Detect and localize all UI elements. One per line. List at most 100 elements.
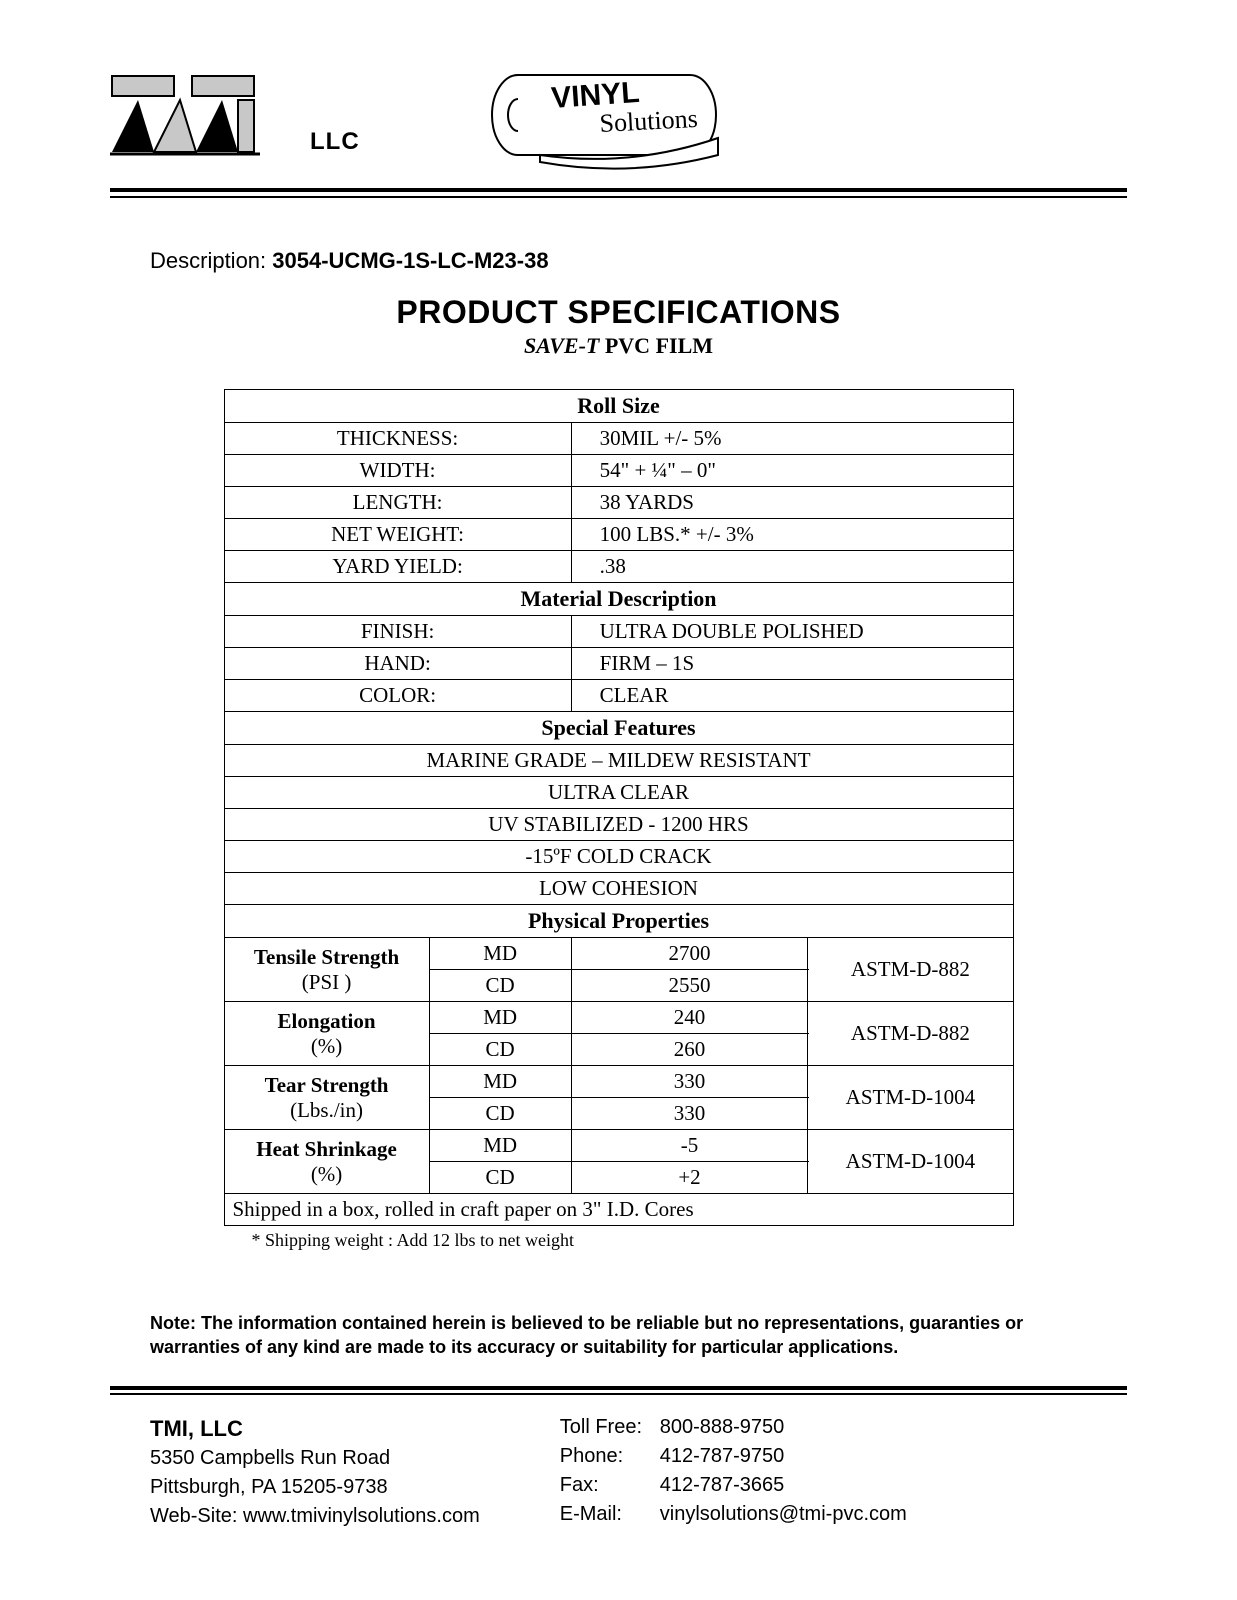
main-title: PRODUCT SPECIFICATIONS: [110, 294, 1127, 331]
section-physical-heading: Physical Properties: [224, 905, 1013, 938]
pp-elong-std: ASTM-D-882: [808, 1002, 1013, 1066]
mat-finish-value: ULTRA DOUBLE POLISHED: [571, 616, 1013, 648]
header-row: LLC VINYL Solutions: [110, 60, 1127, 170]
pp-heat-std: ASTM-D-1004: [808, 1130, 1013, 1194]
pp-elong-md-val: 240: [571, 1002, 808, 1034]
table-row: Tensile Strength (PSI ) MD 2700 ASTM-D-8…: [224, 938, 1013, 970]
table-row: NET WEIGHT: 100 LBS.* +/- 3%: [224, 519, 1013, 551]
table-row: LENGTH: 38 YARDS: [224, 487, 1013, 519]
page: LLC VINYL Solutions Description: 3054-UC…: [0, 0, 1237, 1600]
footer-address1: 5350 Campbells Run Road: [150, 1444, 480, 1473]
pp-heat-cd-val: +2: [571, 1162, 808, 1194]
mat-hand-label: HAND:: [224, 648, 571, 680]
roll-thickness-label: THICKNESS:: [224, 423, 571, 455]
pp-tear-name: Tear Strength: [233, 1073, 421, 1098]
shipping-footnote: * Shipping weight : Add 12 lbs to net we…: [224, 1230, 1014, 1251]
roll-netweight-value: 100 LBS.* +/- 3%: [571, 519, 1013, 551]
roll-yardyield-label: YARD YIELD:: [224, 551, 571, 583]
pp-elong-cd-dir: CD: [429, 1034, 571, 1066]
roll-width-label: WIDTH:: [224, 455, 571, 487]
section-material-heading: Material Description: [224, 583, 1013, 616]
pp-elong-unit: (%): [233, 1034, 421, 1059]
spec-table-wrap: Roll Size THICKNESS: 30MIL +/- 5% WIDTH:…: [224, 389, 1014, 1226]
table-row: Elongation (%) MD 240 ASTM-D-882: [224, 1002, 1013, 1034]
pp-tear-unit: (Lbs./in): [233, 1098, 421, 1123]
contact-fax: Fax: 412-787-3665: [560, 1471, 907, 1500]
mat-color-value: CLEAR: [571, 680, 1013, 712]
tmi-logo-icon: [110, 70, 300, 160]
contact-phone: Phone: 412-787-9750: [560, 1442, 907, 1471]
feature-4: LOW COHESION: [224, 873, 1013, 905]
pp-tensile-unit: (PSI ): [233, 970, 421, 995]
feature-3: -15ºF COLD CRACK: [224, 841, 1013, 873]
table-row: THICKNESS: 30MIL +/- 5%: [224, 423, 1013, 455]
pp-tear-md-dir: MD: [429, 1066, 571, 1098]
footer: TMI, LLC 5350 Campbells Run Road Pittsbu…: [110, 1413, 1127, 1532]
contact-phone-value: 412-787-9750: [660, 1442, 785, 1471]
contact-tollfree: Toll Free: 800-888-9750: [560, 1413, 907, 1442]
pp-elong-md-dir: MD: [429, 1002, 571, 1034]
pp-tensile-std: ASTM-D-882: [808, 938, 1013, 1002]
pp-tensile-md-dir: MD: [429, 938, 571, 970]
roll-netweight-label: NET WEIGHT:: [224, 519, 571, 551]
description-line: Description: 3054-UCMG-1S-LC-M23-38: [150, 248, 1127, 274]
section-roll-size-heading: Roll Size: [224, 390, 1013, 423]
contact-tollfree-label: Toll Free:: [560, 1413, 660, 1442]
pp-elong-cd-val: 260: [571, 1034, 808, 1066]
footer-address2: Pittsburgh, PA 15205-9738: [150, 1473, 480, 1502]
feature-0: MARINE GRADE – MILDEW RESISTANT: [224, 745, 1013, 777]
contact-email-label: E-Mail:: [560, 1500, 660, 1529]
pp-elong-name: Elongation: [233, 1009, 421, 1034]
footer-website-row: Web-Site: www.tmivinylsolutions.com: [150, 1502, 480, 1531]
contact-email: E-Mail: vinylsolutions@tmi-pvc.com: [560, 1500, 907, 1529]
contact-fax-value: 412-787-3665: [660, 1471, 785, 1500]
pp-tensile-cd-dir: CD: [429, 970, 571, 1002]
pp-tensile-cd-val: 2550: [571, 970, 808, 1002]
description-value: 3054-UCMG-1S-LC-M23-38: [272, 248, 548, 273]
pp-heat-md-dir: MD: [429, 1130, 571, 1162]
footer-website-label: Web-Site:: [150, 1505, 237, 1527]
roll-thickness-value: 30MIL +/- 5%: [571, 423, 1013, 455]
mat-finish-label: FINISH:: [224, 616, 571, 648]
vinyl-roll-icon: VINYL Solutions: [480, 60, 740, 170]
mat-hand-value: FIRM – 1S: [571, 648, 1013, 680]
logo-llc-text: LLC: [310, 128, 360, 156]
roll-yardyield-value: .38: [571, 551, 1013, 583]
pp-tear-std: ASTM-D-1004: [808, 1066, 1013, 1130]
subtitle: SAVE-T PVC FILM: [110, 333, 1127, 359]
spec-table: Roll Size THICKNESS: 30MIL +/- 5% WIDTH:…: [224, 389, 1014, 1226]
pp-heat-cd-dir: CD: [429, 1162, 571, 1194]
subtitle-brand: SAVE-T: [524, 333, 599, 358]
footer-address-block: TMI, LLC 5350 Campbells Run Road Pittsbu…: [150, 1413, 480, 1532]
subtitle-rest: PVC FILM: [599, 333, 713, 358]
pp-tear-cd-dir: CD: [429, 1098, 571, 1130]
note-block: Note: The information contained herein i…: [110, 1311, 1127, 1360]
table-row: YARD YIELD: .38: [224, 551, 1013, 583]
contact-email-value: vinylsolutions@tmi-pvc.com: [660, 1500, 907, 1529]
feature-2: UV STABILIZED - 1200 HRS: [224, 809, 1013, 841]
contact-phone-label: Phone:: [560, 1442, 660, 1471]
mat-color-label: COLOR:: [224, 680, 571, 712]
pp-tensile-md-val: 2700: [571, 938, 808, 970]
table-row: HAND: FIRM – 1S: [224, 648, 1013, 680]
footer-website: www.tmivinylsolutions.com: [243, 1505, 480, 1527]
roll-length-value: 38 YARDS: [571, 487, 1013, 519]
pp-heat-unit: (%): [233, 1162, 421, 1187]
table-row: Tear Strength (Lbs./in) MD 330 ASTM-D-10…: [224, 1066, 1013, 1098]
description-label: Description:: [150, 248, 266, 273]
feature-1: ULTRA CLEAR: [224, 777, 1013, 809]
contact-fax-label: Fax:: [560, 1471, 660, 1500]
footer-company: TMI, LLC: [150, 1413, 480, 1445]
roll-length-label: LENGTH:: [224, 487, 571, 519]
table-row: Heat Shrinkage (%) MD -5 ASTM-D-1004: [224, 1130, 1013, 1162]
shipping-row: Shipped in a box, rolled in craft paper …: [224, 1194, 1013, 1226]
pp-heat-name: Heat Shrinkage: [233, 1137, 421, 1162]
pp-heat-md-val: -5: [571, 1130, 808, 1162]
roll-width-value: 54" + ¼" – 0": [571, 455, 1013, 487]
tmi-logo: LLC: [110, 70, 360, 160]
footer-divider: [110, 1386, 1127, 1395]
contact-tollfree-value: 800-888-9750: [660, 1413, 785, 1442]
header-divider: [110, 188, 1127, 198]
pp-tensile-name: Tensile Strength: [233, 945, 421, 970]
vinyl-solutions-logo: VINYL Solutions: [480, 60, 740, 170]
